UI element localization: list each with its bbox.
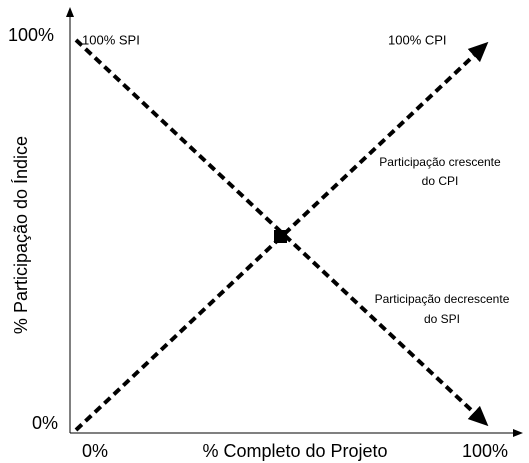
- intersection: [274, 230, 287, 243]
- annotation: Participação crescente: [379, 155, 501, 169]
- y-tick-label: 100%: [8, 25, 54, 45]
- x-axis-label: % Completo do Projeto: [202, 441, 387, 461]
- annotation: 100% SPI: [82, 32, 140, 47]
- annotation: do SPI: [424, 312, 460, 326]
- annotation: 100% CPI: [388, 32, 447, 47]
- annotation: do CPI: [422, 174, 459, 188]
- y-axis-label: % Participação do Índice: [11, 136, 31, 334]
- y-tick-label: 0%: [32, 413, 58, 433]
- x-tick-label: 0%: [82, 441, 108, 461]
- annotation: Participação decrescente: [375, 292, 510, 306]
- x-tick-label: 100%: [462, 441, 508, 461]
